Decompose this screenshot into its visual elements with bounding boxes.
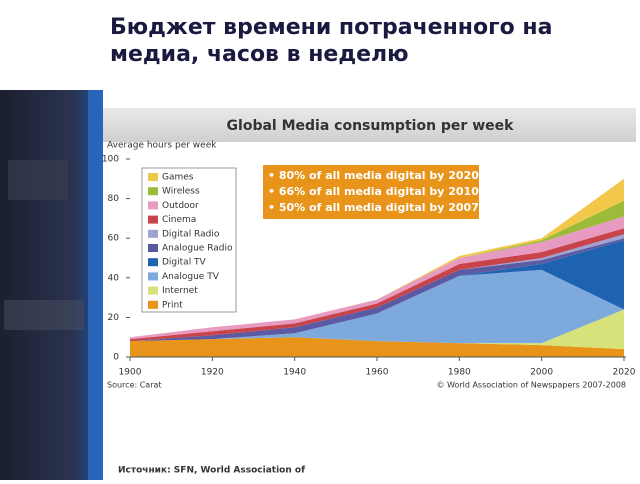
legend-swatch — [148, 187, 158, 196]
area — [130, 269, 624, 344]
annotation-box — [263, 165, 479, 219]
legend-swatch — [148, 258, 158, 267]
chart-header — [103, 108, 636, 142]
legend-label: Digital Radio — [162, 229, 220, 239]
legend-swatch — [148, 272, 158, 281]
slide-source: Источник: SFN, World Association of — [118, 466, 305, 476]
y-tick-label: 60 — [108, 234, 120, 244]
annotation: • 50% of all media digital by 2007 — [268, 201, 479, 214]
slide-title: Бюджет времени потраченного на — [110, 15, 552, 40]
copyright: © World Association of Newspapers 2007-2… — [436, 381, 626, 390]
legend-label: Digital TV — [162, 258, 207, 268]
legend-label: Outdoor — [162, 201, 199, 211]
x-tick-label: 1960 — [366, 368, 389, 378]
x-tick-label: 2020 — [613, 368, 636, 378]
y-tick-label: 20 — [108, 313, 120, 323]
y-tick-label: 0 — [113, 353, 119, 363]
y-axis-label: Average hours per week — [107, 141, 217, 151]
y-tick-label: 40 — [108, 273, 120, 283]
legend-swatch — [148, 300, 158, 309]
legend-swatch — [148, 201, 158, 210]
annotation: • 80% of all media digital by 2020 — [268, 169, 479, 182]
x-tick-label: 1980 — [448, 368, 471, 378]
legend-label: Analogue TV — [162, 272, 220, 282]
decor — [4, 300, 84, 330]
chart-title: Global Media consumption per week — [227, 118, 515, 134]
legend-label: Analogue Radio — [162, 244, 233, 254]
side-panel — [0, 90, 103, 480]
decor — [88, 90, 103, 480]
legend-label: Print — [162, 300, 183, 310]
y-tick-label: 80 — [108, 194, 120, 204]
legend-label: Internet — [162, 286, 198, 296]
annotation: • 66% of all media digital by 2010 — [268, 185, 479, 198]
area — [130, 337, 624, 357]
x-tick-label: 1940 — [283, 368, 306, 378]
x-tick-label: 2000 — [530, 368, 553, 378]
y-tick-label: 100 — [102, 155, 119, 165]
x-tick-label: 1900 — [119, 368, 142, 378]
legend-swatch — [148, 286, 158, 295]
chart-source: Source: Carat — [107, 381, 162, 390]
area — [130, 309, 624, 350]
legend-label: Cinema — [162, 215, 196, 225]
legend-label: Wireless — [162, 187, 200, 197]
legend-label: Games — [162, 173, 194, 183]
legend-swatch — [148, 229, 158, 238]
slide-title: медиа, часов в неделю — [110, 42, 409, 67]
legend-swatch — [148, 173, 158, 181]
decor — [8, 160, 68, 200]
legend-swatch — [148, 215, 158, 224]
legend-swatch — [148, 244, 158, 252]
x-tick-label: 1920 — [201, 368, 224, 378]
